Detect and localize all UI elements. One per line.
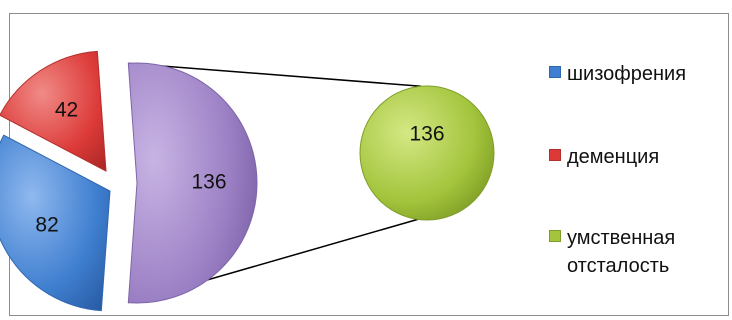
legend-item-schizophrenia: шизофрения [549,60,712,88]
data-label-intellectual-disability: 136 [191,171,226,194]
data-label-secondary-pie: 136 [409,123,444,146]
legend-swatch-blue [549,66,561,78]
pie-slice-intellectual-disability [127,62,258,304]
legend-swatch-red [549,149,561,161]
data-label-schizophrenia: 82 [35,214,58,237]
legend-item-dementia: деменция [549,143,712,171]
legend-label: шизофрения [567,63,687,85]
pie-slice-dementia [0,50,107,172]
secondary-pie-slice [359,85,495,221]
legend-label: умственная отсталость [567,227,676,277]
legend-swatch-green [549,230,561,242]
legend-item-intellectual-disability: умственная отсталость [549,224,712,280]
pie-slice-schizophrenia [0,134,111,312]
legend-label: деменция [567,146,660,168]
connector-line-top [128,62,422,88]
data-label-dementia: 42 [55,98,78,121]
